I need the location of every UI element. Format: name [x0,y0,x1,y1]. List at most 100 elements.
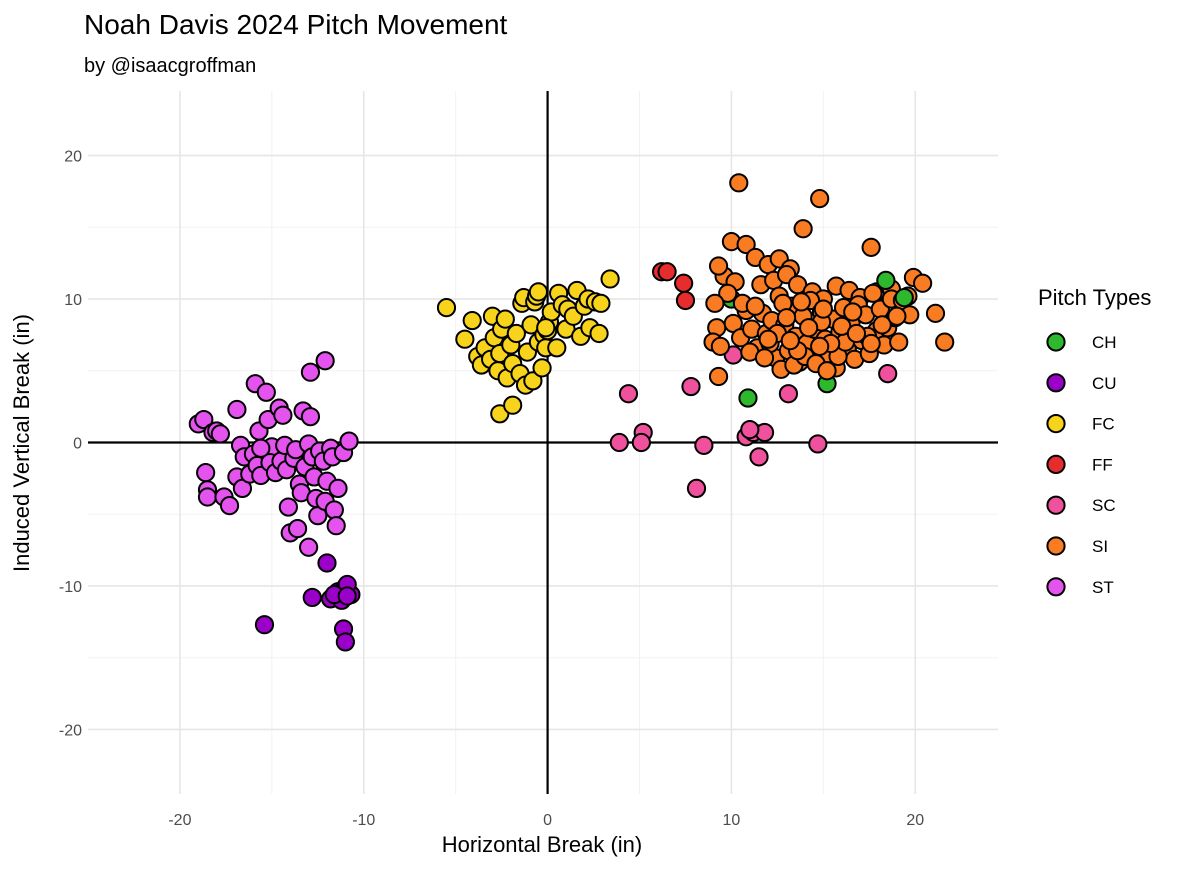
legend-label-si: SI [1092,537,1108,556]
legend-swatch-ff [1046,454,1066,474]
data-point-cu [254,615,275,635]
data-point-sc [686,478,707,499]
data-point-si [861,237,881,257]
data-point-si [935,332,955,352]
data-point-fc [506,323,526,344]
data-point-st [324,500,344,520]
legend-title: Pitch Types [1038,285,1151,310]
data-point-si [754,348,775,368]
data-point-st [196,463,216,483]
data-point-fc [436,298,457,318]
data-point-cu [317,553,337,573]
data-point-si [846,323,867,344]
data-point-si [776,308,797,328]
chart-subtitle: by @isaacgroffman [84,55,256,77]
data-point-cu [302,587,322,608]
data-point-fc [455,329,475,349]
data-point-st [256,382,276,402]
data-point-cu [337,586,357,606]
data-point-si [793,219,813,239]
data-point-sc [808,434,828,454]
data-point-fc [503,395,523,415]
data-point-st [210,424,230,444]
data-point-st [219,496,240,516]
data-point-st [287,518,308,539]
x-tick-label: 10 [723,812,741,829]
legend-label-cu: CU [1092,374,1117,393]
data-point-fc [532,358,552,378]
data-point-si [887,306,907,326]
data-point-fc [600,269,620,289]
data-point-st [227,399,247,420]
x-tick-label: 20 [906,812,924,829]
data-point-si [718,283,738,303]
data-point-si [799,318,819,338]
x-tick-label: -20 [168,812,191,829]
legend-label-st: ST [1092,578,1114,597]
data-point-sc [778,384,799,404]
data-point-fc [547,338,567,358]
data-point-ch [876,270,896,290]
data-point-si [708,366,729,387]
y-tick-label: 20 [64,149,82,166]
data-point-si [861,333,881,354]
data-points [188,173,955,652]
data-point-ff [657,262,677,282]
data-point-st [328,478,348,499]
chart-title: Noah Davis 2024 Pitch Movement [84,9,508,40]
data-point-st [278,497,298,517]
data-point-si [925,303,946,323]
y-axis-title: Induced Vertical Break (in) [9,314,34,572]
y-tick-label: 10 [64,292,82,309]
data-point-sc [740,419,760,440]
x-tick-label: 0 [543,812,552,829]
legend-label-ch: CH [1092,333,1117,352]
data-point-si [889,332,909,352]
data-point-fc [536,318,556,338]
data-point-st [194,409,214,430]
y-tick-label: 0 [73,436,82,453]
data-point-si [729,173,749,193]
legend-items: CH CU FC FF SC SI ST [1046,332,1117,597]
data-point-st [326,516,346,536]
legend-swatch-st [1046,577,1066,597]
data-point-si [863,283,883,303]
data-point-sc [618,384,639,404]
x-axis-title: Horizontal Break (in) [442,832,643,857]
y-tick-label: -10 [59,579,82,596]
data-point-si [708,256,729,276]
data-point-si [813,299,833,319]
data-point-st [197,487,218,507]
data-point-fc [589,323,609,344]
y-tick-label: -20 [59,722,82,739]
data-point-si [843,302,863,322]
data-point-si [791,292,811,312]
data-point-cu [335,632,355,652]
data-point-fc [523,371,543,391]
data-point-st [273,405,293,425]
data-point-st [251,438,271,458]
data-point-fc [528,282,549,302]
legend-label-sc: SC [1092,496,1116,515]
data-point-si [817,361,837,381]
data-point-sc [749,447,769,467]
data-point-st [315,351,335,371]
data-point-sc [681,376,701,397]
data-point-si [913,273,933,293]
legend-label-ff: FF [1092,455,1113,474]
data-point-sc [631,432,651,453]
x-tick-label: -10 [352,812,375,829]
data-point-st [339,431,359,451]
legend: Pitch Types CH CU FC FF SC SI ST [1038,285,1151,597]
data-point-si [758,329,778,349]
data-point-si [736,234,756,255]
data-point-si [710,336,731,356]
data-point-sc [609,432,629,453]
data-point-si [705,293,725,313]
data-point-st [299,537,319,557]
data-point-st [300,407,321,427]
data-point-st [300,362,321,382]
data-point-fc [591,293,611,313]
data-point-fc [495,309,515,329]
